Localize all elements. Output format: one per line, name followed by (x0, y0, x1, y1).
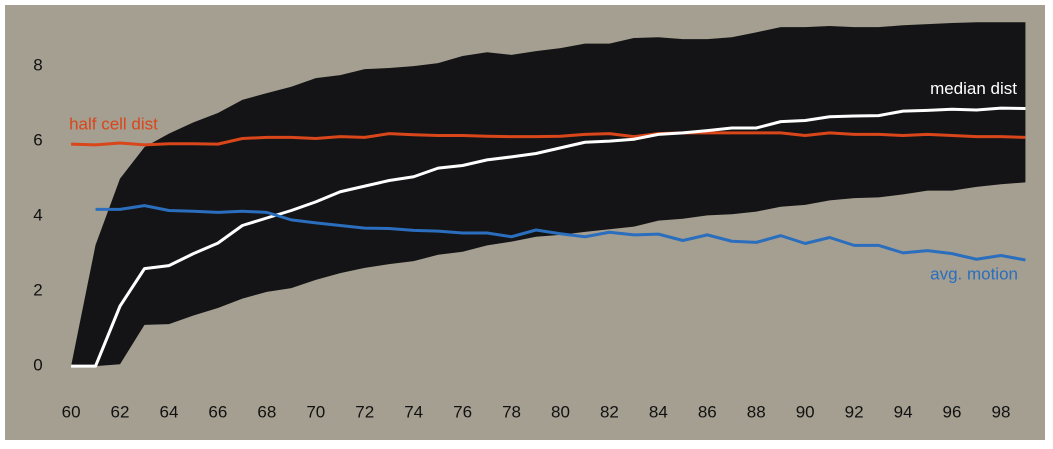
x-tick-label: 72 (355, 402, 374, 421)
series-label: half cell dist (69, 115, 158, 134)
x-tick-label: 68 (257, 402, 276, 421)
series-line (71, 131, 1026, 147)
x-tick-label: 96 (943, 402, 962, 421)
x-tick-label: 88 (747, 402, 766, 421)
x-tick-label: 64 (159, 402, 178, 421)
y-tick-label: 6 (33, 131, 42, 150)
x-tick-label: 98 (991, 402, 1010, 421)
x-tick-label: 60 (62, 402, 81, 421)
y-tick-label: 8 (33, 56, 42, 75)
x-tick-label: 90 (796, 402, 815, 421)
band (71, 22, 1026, 367)
series-line (95, 204, 1026, 262)
x-tick-label: 92 (845, 402, 864, 421)
y-tick-label: 0 (33, 356, 42, 375)
x-tick-label: 94 (894, 402, 913, 421)
x-tick-label: 86 (698, 402, 717, 421)
y-tick-label: 2 (33, 281, 42, 300)
x-tick-label: 66 (208, 402, 227, 421)
x-tick-label: 80 (551, 402, 570, 421)
series-label: median dist (930, 79, 1017, 98)
x-tick-label: 76 (453, 402, 472, 421)
x-tick-label: 70 (306, 402, 325, 421)
x-tick-label: 78 (502, 402, 521, 421)
x-tick-label: 84 (649, 402, 668, 421)
x-tick-label: 82 (600, 402, 619, 421)
y-tick-label: 4 (33, 206, 42, 225)
series-line (71, 106, 1026, 368)
x-tick-label: 74 (404, 402, 423, 421)
series-label: avg. motion (930, 264, 1018, 283)
x-tick-label: 62 (111, 402, 130, 421)
